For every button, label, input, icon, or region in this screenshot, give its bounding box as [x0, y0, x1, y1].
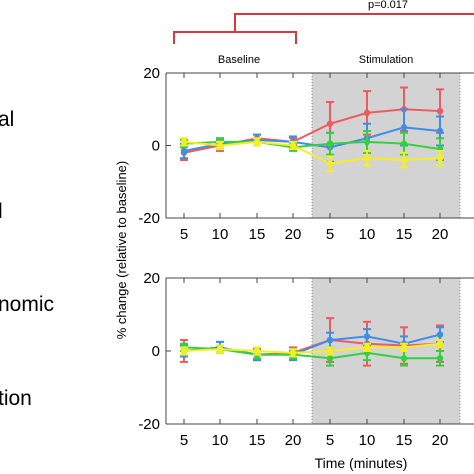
data-point — [326, 120, 334, 127]
x-tick-label: 15 — [249, 226, 266, 243]
y-tick-label: 0 — [152, 138, 160, 155]
data-point — [436, 331, 444, 338]
series-yellow — [180, 339, 444, 358]
x-tick-label: 15 — [249, 432, 266, 449]
x-tick-label: 5 — [326, 226, 334, 243]
significance-bracket: p=0.017 — [173, 0, 474, 44]
x-tick-label: 10 — [359, 226, 376, 243]
left-label-2: l — [0, 200, 3, 223]
x-axis-label: Time (minutes) — [315, 455, 408, 471]
series-yellow — [180, 137, 444, 172]
series-line — [183, 140, 441, 165]
data-point — [326, 336, 334, 344]
left-label-1: al — [0, 108, 14, 131]
data-point — [363, 109, 371, 117]
x-tick-label: 20 — [432, 226, 449, 243]
data-point — [326, 347, 334, 355]
data-point — [400, 344, 408, 351]
data-point — [180, 138, 188, 146]
data-point — [289, 142, 297, 149]
data-point — [326, 355, 334, 362]
data-point — [216, 142, 224, 149]
pvalue-label: p=0.017 — [368, 0, 408, 11]
data-point — [436, 340, 444, 347]
x-tick-label: 5 — [180, 432, 188, 449]
series-line — [183, 342, 441, 354]
series-line — [183, 140, 441, 151]
top-chart-panel: -20 0 20 5 10 15 20 5 10 15 20 — [138, 65, 474, 243]
baseline-label: Baseline — [218, 54, 260, 66]
bracket-line — [173, 13, 474, 44]
y-tick-label: -20 — [138, 416, 160, 433]
x-tick-label: 5 — [326, 432, 334, 449]
x-tick-label: 5 — [180, 226, 188, 243]
data-point — [436, 355, 444, 362]
y-tick-label: -20 — [138, 210, 160, 227]
data-point — [253, 347, 261, 355]
data-point — [216, 345, 224, 353]
data-point — [400, 124, 408, 131]
data-point — [326, 160, 334, 167]
y-tick-label: 20 — [143, 270, 160, 287]
data-point — [180, 147, 188, 155]
x-tick-label: 20 — [285, 226, 302, 243]
x-tick-label: 15 — [396, 432, 413, 449]
y-axis-label: % change (relative to baseline) — [114, 161, 129, 340]
data-point — [400, 355, 408, 362]
data-point — [363, 333, 371, 340]
left-label-4: tion — [0, 387, 32, 410]
data-point — [436, 107, 444, 115]
data-point — [180, 347, 188, 355]
data-point — [400, 156, 408, 164]
x-tick-label: 10 — [212, 432, 229, 449]
data-point — [363, 154, 371, 162]
y-tick-label: 20 — [143, 65, 160, 82]
x-tick-label: 10 — [359, 432, 376, 449]
data-point — [436, 154, 444, 162]
data-point — [400, 140, 408, 147]
data-point — [363, 344, 371, 351]
data-point — [326, 140, 334, 147]
x-tick-label: 15 — [396, 226, 413, 243]
bottom-chart-panel: -20 0 20 5 10 15 20 5 10 15 20 — [138, 270, 474, 449]
data-point — [436, 127, 444, 135]
data-point — [289, 349, 297, 357]
data-point — [253, 138, 261, 146]
x-tick-label: 20 — [432, 432, 449, 449]
y-tick-label: 0 — [152, 343, 160, 360]
x-tick-label: 20 — [285, 432, 302, 449]
stimulation-label: Stimulation — [359, 54, 413, 66]
data-point — [363, 138, 371, 146]
x-tick-label: 10 — [212, 226, 229, 243]
left-label-3: nomic — [0, 293, 54, 316]
